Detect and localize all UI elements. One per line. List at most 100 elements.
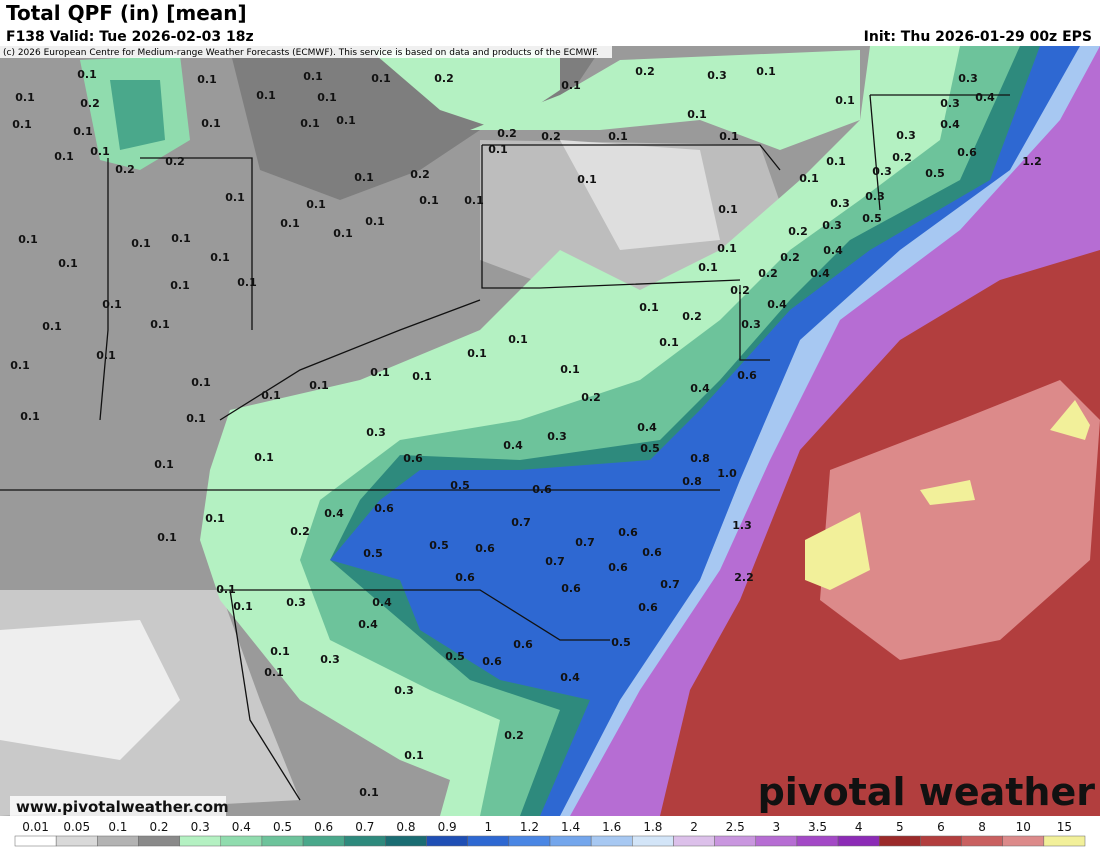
colorbar-swatch bbox=[755, 835, 798, 847]
map-label: 0.6 bbox=[374, 502, 394, 515]
map-label: 0.1 bbox=[261, 389, 281, 402]
map-label: 0.1 bbox=[333, 227, 353, 240]
map-label: 0.7 bbox=[545, 555, 565, 568]
colorbar-swatch bbox=[796, 835, 839, 847]
colorbar-swatch bbox=[961, 835, 1003, 847]
map-label: 0.4 bbox=[940, 118, 960, 131]
map-label: 0.1 bbox=[96, 349, 116, 362]
map-label: 0.3 bbox=[822, 219, 842, 232]
map-label: 2.2 bbox=[734, 571, 754, 584]
map-label: 0.1 bbox=[42, 320, 62, 333]
map-label: 0.1 bbox=[270, 645, 290, 658]
website-bg bbox=[10, 796, 226, 816]
colorbar-tick-label: 1.4 bbox=[561, 820, 580, 834]
map-label: 0.4 bbox=[560, 671, 580, 684]
map-label: 0.4 bbox=[810, 267, 830, 280]
map-label: 0.3 bbox=[547, 430, 567, 443]
map-label: 0.4 bbox=[975, 91, 995, 104]
title: Total QPF (in) [mean] bbox=[6, 1, 247, 25]
colorbar-tick-label: 0.5 bbox=[273, 820, 292, 834]
map-label: 0.3 bbox=[940, 97, 960, 110]
map-label: 0.6 bbox=[475, 542, 495, 555]
colorbar-tick-label: 1.8 bbox=[643, 820, 662, 834]
colorbar-tick-label: 6 bbox=[937, 820, 945, 834]
map-label: 0.1 bbox=[354, 171, 374, 184]
map-label: 0.7 bbox=[511, 516, 531, 529]
colorbar-swatch bbox=[632, 835, 674, 847]
colorbar-swatch bbox=[220, 835, 263, 847]
map-label: 0.1 bbox=[560, 363, 580, 376]
map-label: 0.7 bbox=[660, 578, 680, 591]
colorbar-swatch bbox=[261, 835, 304, 847]
map-label: 0.1 bbox=[718, 203, 738, 216]
map-label: 0.3 bbox=[872, 165, 892, 178]
logo: pivotal weather bbox=[758, 770, 1096, 814]
map-label: 0.1 bbox=[254, 451, 274, 464]
map-label: 0.3 bbox=[366, 426, 386, 439]
map-label: 0.1 bbox=[15, 91, 35, 104]
map-label: 0.1 bbox=[20, 410, 40, 423]
colorbar-tick-label: 3.5 bbox=[808, 820, 827, 834]
map-label: 0.4 bbox=[358, 618, 378, 631]
colorbar-tick-label: 5 bbox=[896, 820, 904, 834]
map-label: 0.4 bbox=[637, 421, 657, 434]
map-label: 0.1 bbox=[58, 257, 78, 270]
map-label: 0.5 bbox=[925, 167, 945, 180]
map-label: 0.6 bbox=[618, 526, 638, 539]
map-label: 0.1 bbox=[799, 172, 819, 185]
map-label: 0.5 bbox=[862, 212, 882, 225]
map-label: 0.4 bbox=[324, 507, 344, 520]
map-label: 0.2 bbox=[892, 151, 912, 164]
map-label: 0.6 bbox=[608, 561, 628, 574]
colorbar-swatch bbox=[837, 835, 880, 847]
colorbar-tick-label: 0.7 bbox=[355, 820, 374, 834]
colorbar-tick-label: 0.6 bbox=[314, 820, 333, 834]
map-label: 0.1 bbox=[102, 298, 122, 311]
map-label: 0.8 bbox=[682, 475, 702, 488]
colorbar-tick-label: 1.6 bbox=[602, 820, 621, 834]
map-label: 0.1 bbox=[210, 251, 230, 264]
map-label: 0.1 bbox=[18, 233, 38, 246]
map-label: 0.5 bbox=[450, 479, 470, 492]
colorbar-swatch bbox=[714, 835, 757, 847]
colorbar-tick-label: 2 bbox=[690, 820, 698, 834]
map-label: 0.1 bbox=[157, 531, 177, 544]
map-label: 0.6 bbox=[737, 369, 757, 382]
colorbar-tick-label: 0.8 bbox=[396, 820, 415, 834]
map-label: 0.6 bbox=[642, 546, 662, 559]
map-label: 0.6 bbox=[482, 655, 502, 668]
map-label: 0.1 bbox=[73, 125, 93, 138]
map-label: 0.1 bbox=[317, 91, 337, 104]
map-label: 0.6 bbox=[638, 601, 658, 614]
map-label: 0.3 bbox=[958, 72, 978, 85]
map-label: 0.1 bbox=[77, 68, 97, 81]
map-label: 0.2 bbox=[682, 310, 702, 323]
colorbar-swatch bbox=[343, 835, 386, 847]
map-label: 0.1 bbox=[264, 666, 284, 679]
map-label: 0.1 bbox=[197, 73, 217, 86]
map-label: 0.2 bbox=[165, 155, 185, 168]
map-label: 0.1 bbox=[309, 379, 329, 392]
map-label: 0.1 bbox=[488, 143, 508, 156]
colorbar-swatch bbox=[1043, 835, 1086, 847]
map-label: 0.6 bbox=[532, 483, 552, 496]
map-label: 0.1 bbox=[687, 108, 707, 121]
copyright: (c) 2026 European Centre for Medium-rang… bbox=[3, 48, 599, 58]
colorbar-tick-label: 3 bbox=[773, 820, 781, 834]
map bbox=[0, 46, 1100, 816]
map-label: 0.4 bbox=[767, 298, 787, 311]
map-label: 0.1 bbox=[306, 198, 326, 211]
map-label: 0.3 bbox=[830, 197, 850, 210]
map-label: 0.1 bbox=[826, 155, 846, 168]
map-label: 0.2 bbox=[635, 65, 655, 78]
map-label: 0.5 bbox=[640, 442, 660, 455]
map-label: 1.3 bbox=[732, 519, 752, 532]
map-label: 0.1 bbox=[419, 194, 439, 207]
colorbar-swatch bbox=[467, 835, 510, 847]
colorbar-tick-label: 0.1 bbox=[108, 820, 127, 834]
map-label: 0.2 bbox=[497, 127, 517, 140]
map-label: 0.3 bbox=[707, 69, 727, 82]
colorbar-swatch bbox=[508, 835, 551, 847]
